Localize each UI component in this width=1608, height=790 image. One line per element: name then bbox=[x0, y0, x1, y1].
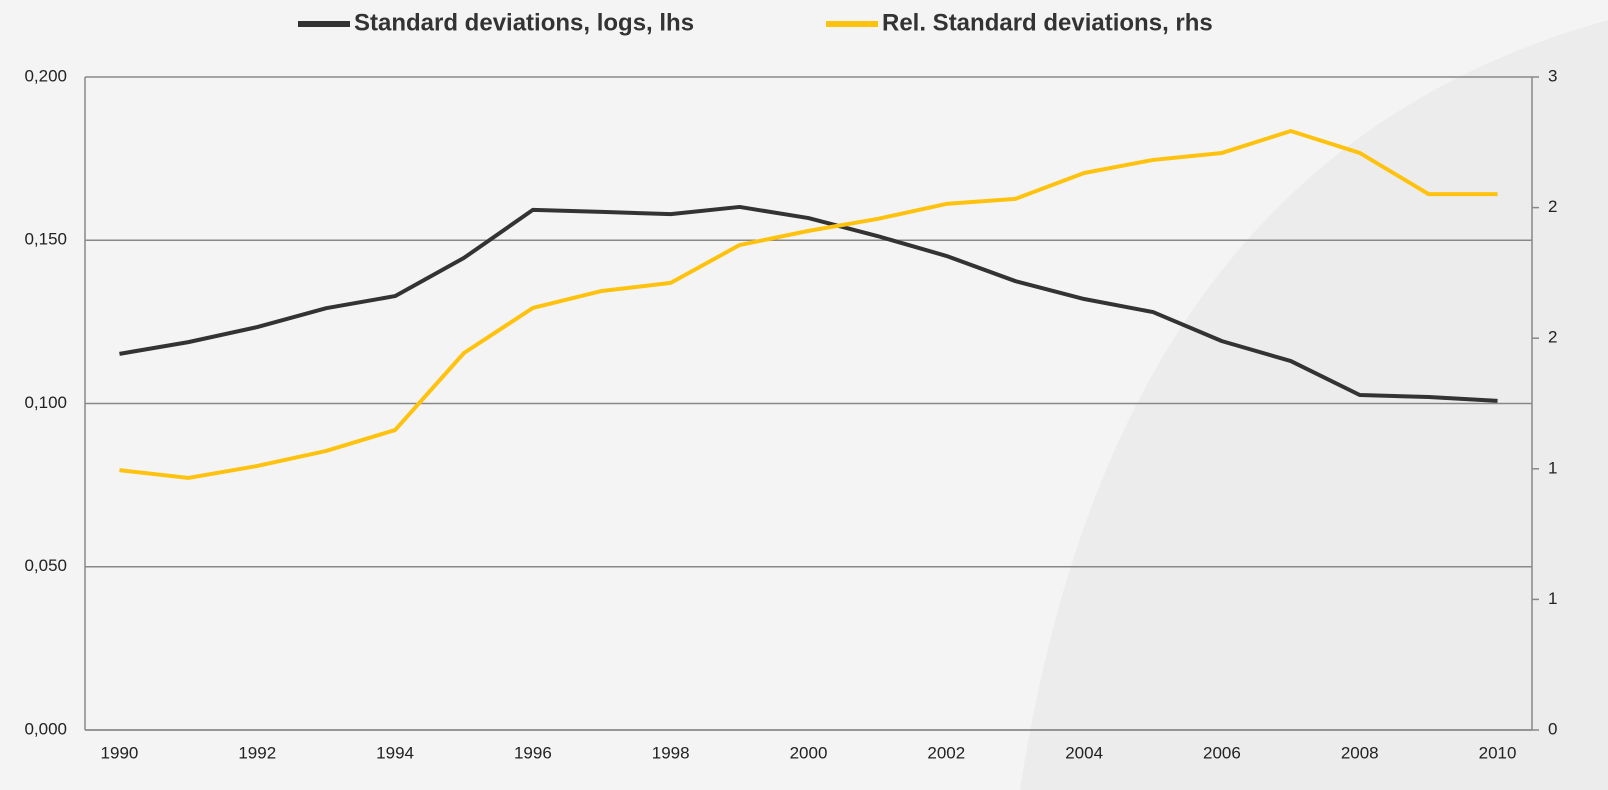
x-tick-label: 2004 bbox=[1065, 743, 1103, 762]
x-tick-label: 1990 bbox=[101, 743, 139, 762]
x-tick-label: 2010 bbox=[1479, 743, 1517, 762]
x-tick-label: 2002 bbox=[927, 743, 965, 762]
x-tick-label: 2008 bbox=[1341, 743, 1379, 762]
x-tick-label: 1998 bbox=[652, 743, 690, 762]
y2-tick-label: 3 bbox=[1548, 66, 1557, 85]
y2-tick-label: 2 bbox=[1548, 197, 1557, 216]
line-series bbox=[119, 204, 1498, 403]
y-tick-label: 0,100 bbox=[24, 393, 67, 412]
y2-tick-label: 2 bbox=[1548, 328, 1557, 347]
y-tick-label: 0,150 bbox=[24, 230, 67, 249]
y-tick-label: 0,200 bbox=[24, 66, 67, 85]
line-series bbox=[119, 128, 1498, 480]
x-tick-label: 2006 bbox=[1203, 743, 1241, 762]
y2-tick-label: 1 bbox=[1548, 589, 1557, 608]
y-tick-label: 0,000 bbox=[24, 719, 67, 738]
x-tick-label: 1992 bbox=[238, 743, 276, 762]
y-tick-label: 0,050 bbox=[24, 556, 67, 575]
legend-text: Rel. Standard deviations, rhs bbox=[882, 9, 1213, 36]
x-tick-label: 1996 bbox=[514, 743, 552, 762]
x-tick-label: 2000 bbox=[790, 743, 828, 762]
background-swoosh bbox=[1020, 20, 1608, 790]
legend-text: Standard deviations, logs, lhs bbox=[354, 9, 694, 36]
x-tick-label: 1994 bbox=[376, 743, 414, 762]
y2-tick-label: 0 bbox=[1548, 719, 1557, 738]
y2-tick-label: 1 bbox=[1548, 458, 1557, 477]
